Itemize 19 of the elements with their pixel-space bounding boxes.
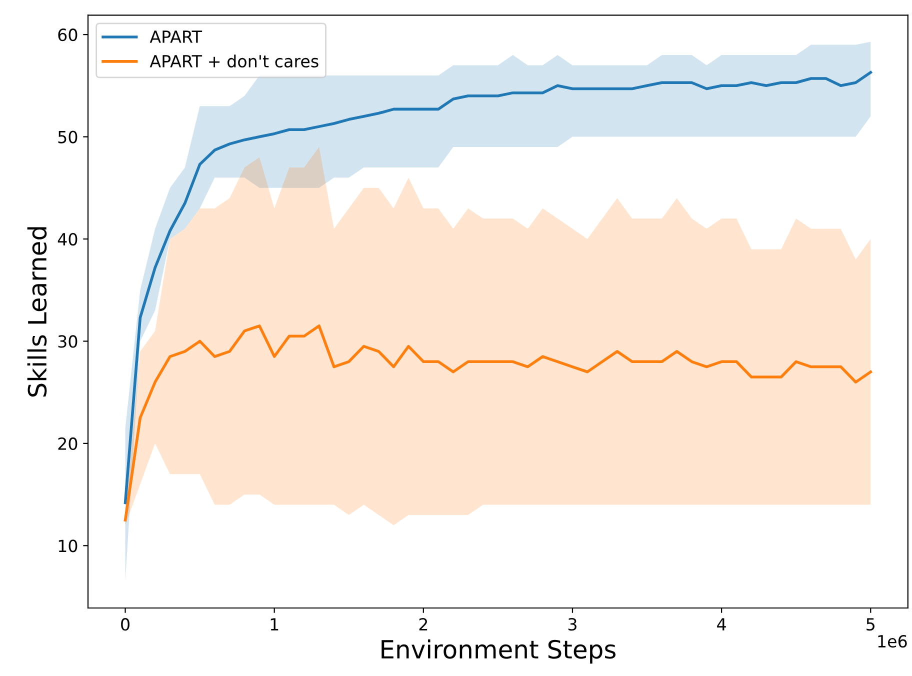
y-tick-label: 20 (58, 437, 78, 450)
x-tick-label: 2 (419, 618, 428, 630)
legend-label: APART + don't cares (150, 54, 318, 68)
legend-label: APART (150, 30, 202, 43)
y-tick-label: 10 (58, 540, 78, 552)
y-tick-label: 40 (58, 232, 78, 246)
y-axis-title: Skills Learned (27, 227, 47, 397)
x-tick-label: 5 (866, 618, 874, 631)
x-tick-label: 3 (568, 618, 576, 631)
line-series (124, 70, 872, 504)
x-axis-title: Environment Steps (382, 639, 616, 664)
y-tick-label: 30 (58, 335, 78, 348)
x-tick-label: 0 (121, 618, 130, 631)
y-tick-label: 60 (58, 28, 78, 42)
line-series (124, 324, 872, 522)
x-tick-label: 4 (717, 618, 726, 630)
x-tick-label: 1 (270, 618, 278, 630)
y-tick-label: 50 (58, 130, 78, 144)
text: 1e6 (878, 634, 907, 648)
